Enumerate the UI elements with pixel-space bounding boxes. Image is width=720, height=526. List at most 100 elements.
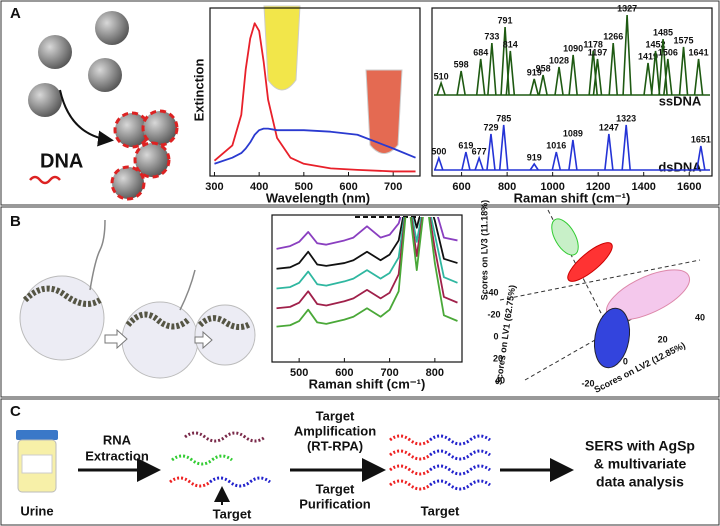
series-group xyxy=(213,22,416,173)
peak-label: 1089 xyxy=(563,128,583,138)
raman-peak xyxy=(529,78,539,96)
peak-label: 1419 xyxy=(638,51,658,61)
peak-label: 1485 xyxy=(653,27,673,37)
dna-label: DNA xyxy=(40,150,83,172)
peak-label: 733 xyxy=(484,31,499,41)
peak-label: 919 xyxy=(527,152,542,162)
tick-label: 40 xyxy=(495,375,505,385)
raman-peak xyxy=(592,58,603,96)
step-label: Urine xyxy=(20,503,53,518)
series-group xyxy=(276,217,458,328)
urine-jar xyxy=(16,430,58,493)
plot-frame xyxy=(209,7,421,177)
series-label: dsDNA xyxy=(658,159,702,174)
peak-label: 598 xyxy=(454,59,469,69)
x-tick-label: 600 xyxy=(335,367,353,379)
peak-label: 677 xyxy=(472,146,487,156)
peak-label: 919 xyxy=(527,67,542,77)
raman-peak xyxy=(498,124,509,171)
peak-label: 1090 xyxy=(563,43,583,53)
peak-label: 1327 xyxy=(617,3,637,13)
x-tick-label: 700 xyxy=(380,367,398,379)
peak-label: 958 xyxy=(536,63,551,73)
raman-peak xyxy=(474,155,484,171)
raman-peak xyxy=(456,70,466,96)
particle-scheme xyxy=(19,219,256,379)
amplified-strands xyxy=(389,434,491,491)
plot-frame xyxy=(431,7,713,177)
tick-label: 0 xyxy=(623,356,628,366)
raman-peak xyxy=(436,80,446,96)
raman-peak xyxy=(568,139,578,171)
step-label: Amplification xyxy=(294,423,376,438)
raman-peak xyxy=(693,58,704,96)
x-tick-label: 600 xyxy=(339,181,357,193)
x-tick-label: 400 xyxy=(250,181,268,193)
x-tick-label: 500 xyxy=(295,181,313,193)
peak-label: 1266 xyxy=(603,31,623,41)
step-label: Target xyxy=(421,503,460,518)
raman-peak xyxy=(529,162,539,171)
x-tick-label: 500 xyxy=(290,367,308,379)
panel-frame xyxy=(0,206,720,398)
peak-label: 1247 xyxy=(599,122,619,132)
peak-label: 1197 xyxy=(588,47,608,57)
x-axis-label: Raman shift (cm⁻¹) xyxy=(514,190,631,205)
peak-label: 729 xyxy=(483,122,498,132)
raman-peak xyxy=(621,124,631,171)
step-label: & multivariate xyxy=(594,456,687,472)
raman-peak xyxy=(475,58,486,96)
step-label: Target xyxy=(316,408,355,423)
peak-label: 1575 xyxy=(674,35,694,45)
raman-peak xyxy=(568,54,578,96)
tick-label: -20 xyxy=(487,309,500,319)
peak-label: 791 xyxy=(498,15,513,25)
raman-peak xyxy=(554,66,564,96)
x-tick-label: 1400 xyxy=(631,181,655,193)
peak-label: 510 xyxy=(434,71,449,81)
peak-label: 1016 xyxy=(546,140,566,150)
raman-peak xyxy=(663,58,673,96)
raman-peak xyxy=(678,46,689,96)
spectrum-line xyxy=(213,22,416,173)
tick-label: 0 xyxy=(493,331,498,341)
raman-peak xyxy=(486,133,496,171)
step-label: Target xyxy=(316,481,355,496)
y-axis-label: Extinction xyxy=(191,59,206,122)
step-label: SERS with AgSp xyxy=(585,438,695,454)
x-tick-label: 800 xyxy=(498,181,516,193)
raman-peak xyxy=(604,133,614,171)
raman-peak xyxy=(608,42,619,96)
spectrum-line xyxy=(276,217,458,328)
raman-peak xyxy=(538,74,548,96)
score-clusters xyxy=(551,218,690,369)
raman-peak xyxy=(505,50,516,96)
raman-peak xyxy=(551,151,562,171)
step-label: Purification xyxy=(299,496,371,511)
x-tick-label: 1200 xyxy=(586,181,610,193)
peak-label: 814 xyxy=(503,39,518,49)
raman-peak xyxy=(487,42,497,96)
x-tick-label: 300 xyxy=(205,181,223,193)
peak-label: 1178 xyxy=(583,39,603,49)
peak-label: 1506 xyxy=(658,47,678,57)
x-tick-label: 600 xyxy=(452,181,470,193)
spectrum-line xyxy=(276,217,458,270)
x-tick-label: 800 xyxy=(426,367,444,379)
peak-label: 684 xyxy=(473,47,488,57)
axis-label: Scores on LV3 (11.18%) xyxy=(479,200,489,300)
peak-label: 1028 xyxy=(549,55,569,65)
x-tick-label: 1000 xyxy=(540,181,564,193)
peak-label: 1452 xyxy=(646,39,666,49)
tick-label: -20 xyxy=(581,378,594,388)
tick-label: 20 xyxy=(658,334,668,344)
spectrum-line xyxy=(276,217,458,250)
x-axis-label: Raman shift (cm⁻¹) xyxy=(309,376,426,391)
vial-images xyxy=(263,5,403,154)
series-label: ssDNA xyxy=(659,93,702,108)
tick-label: 40 xyxy=(695,312,705,322)
raman-peak xyxy=(696,145,706,171)
tick-label: 20 xyxy=(493,353,503,363)
rna-strands xyxy=(169,431,271,488)
